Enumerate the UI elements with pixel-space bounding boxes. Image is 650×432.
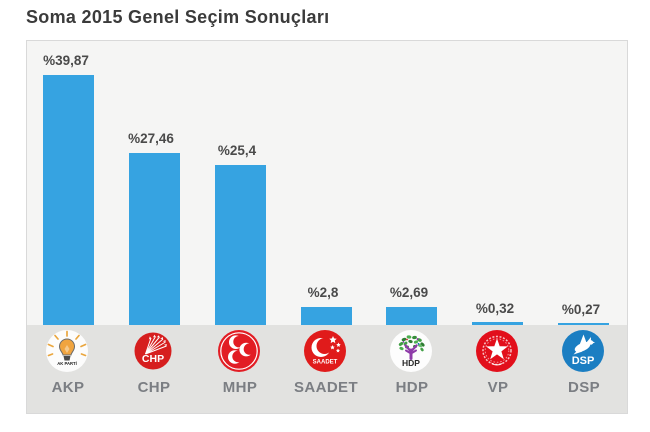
svg-text:AK PARTİ: AK PARTİ — [57, 361, 76, 366]
svg-text:CHP: CHP — [142, 353, 164, 365]
svg-text:HDP: HDP — [402, 358, 420, 368]
svg-text:SAADET: SAADET — [313, 360, 338, 366]
svg-text:DSP: DSP — [572, 355, 595, 367]
